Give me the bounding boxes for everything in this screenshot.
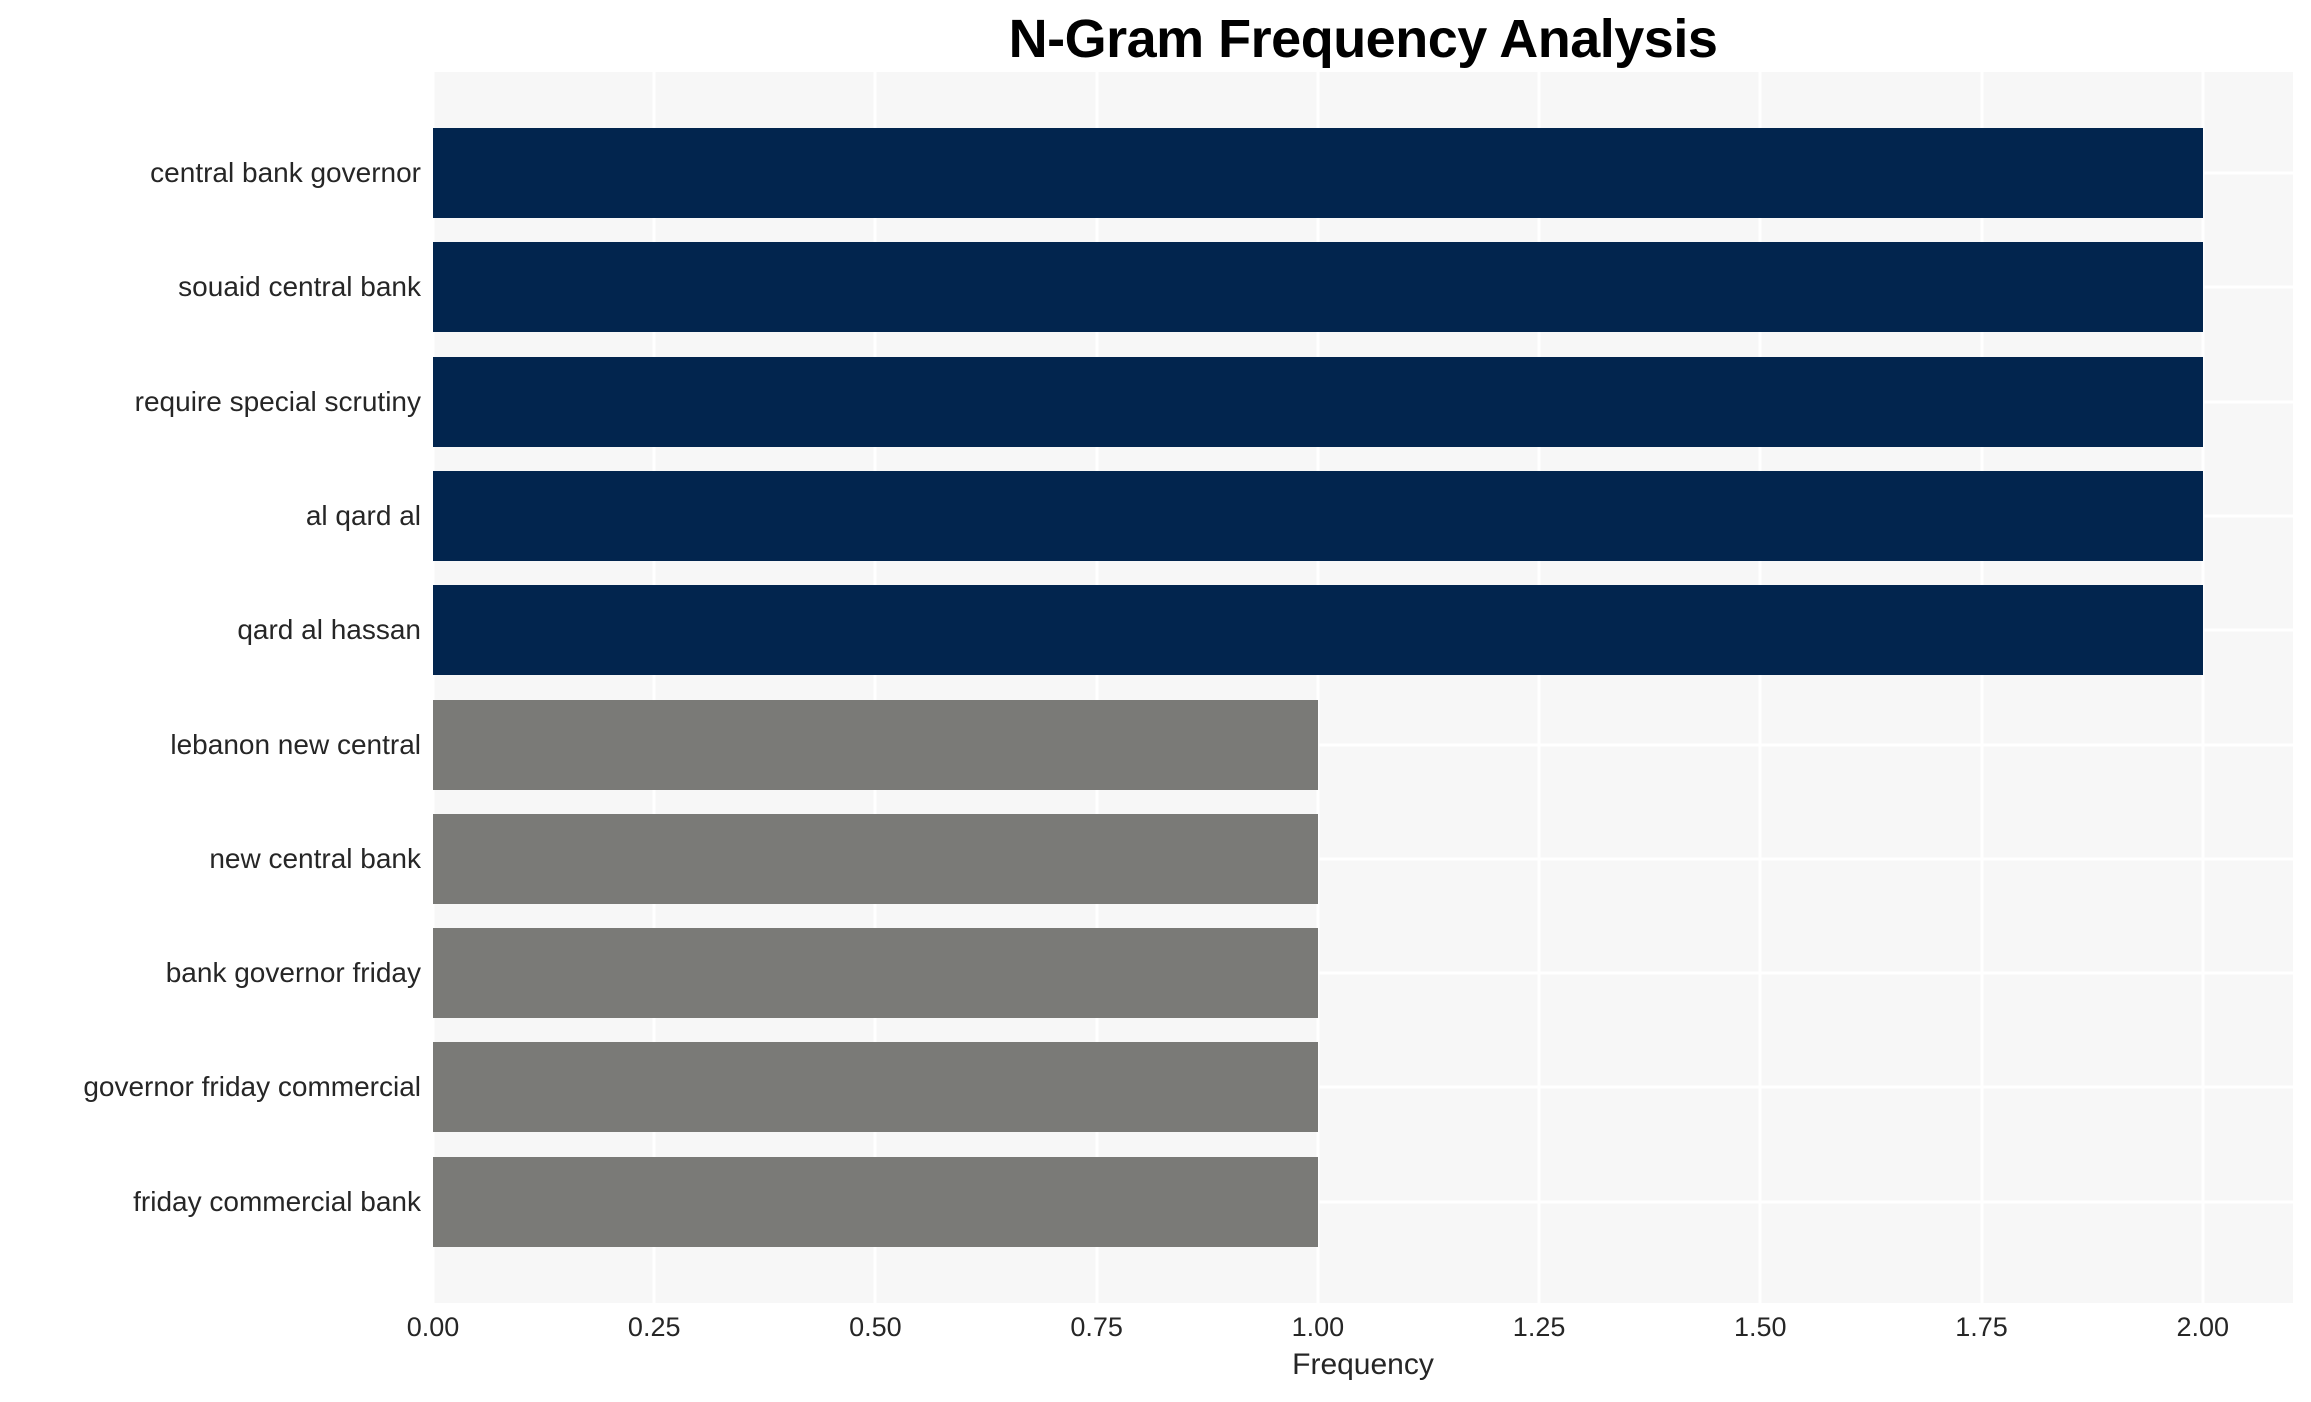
x-axis-label: Frequency xyxy=(1292,1348,1434,1381)
bar xyxy=(433,1156,1318,1247)
y-axis-labels: central bank governor souaid central bank… xyxy=(0,0,421,1402)
x-tick-label: 0.50 xyxy=(849,1312,902,1342)
plot-area xyxy=(431,72,2293,1303)
y-axis-category-label: souaid central bank xyxy=(178,271,421,303)
x-tick-label: 1.50 xyxy=(1734,1312,1787,1342)
bar xyxy=(433,699,1318,790)
y-axis-category-label: lebanon new central xyxy=(170,728,421,760)
vertical-gridline xyxy=(431,72,435,1303)
bar xyxy=(433,470,2203,561)
vertical-gridline xyxy=(2201,72,2205,1303)
y-axis-category-label: qard al hassan xyxy=(237,614,421,646)
y-axis-category-label: new central bank xyxy=(209,842,421,874)
x-tick-label: 0.25 xyxy=(627,1312,681,1342)
y-axis-category-label: bank governor friday xyxy=(165,957,421,989)
y-axis-category-label: friday commercial bank xyxy=(133,1185,421,1217)
x-tick-label: 2.00 xyxy=(2176,1312,2230,1342)
horizontal-gridline xyxy=(433,971,2293,975)
x-tick-label: 1.25 xyxy=(1512,1312,1566,1342)
bar xyxy=(433,242,2203,333)
chart-title: N-Gram Frequency Analysis xyxy=(1008,9,1718,69)
vertical-gridline xyxy=(1095,72,1099,1303)
horizontal-gridline xyxy=(433,1085,2293,1089)
vertical-gridline xyxy=(1316,72,1320,1303)
x-tick-label: 1.00 xyxy=(1291,1312,1345,1342)
y-axis-category-label: governor friday commercial xyxy=(83,1071,421,1103)
bar xyxy=(433,128,2203,218)
bar xyxy=(433,356,2203,447)
vertical-gridline xyxy=(1537,72,1541,1303)
bar xyxy=(433,1042,1318,1133)
y-axis-category-label: central bank governor xyxy=(150,157,421,188)
horizontal-gridline xyxy=(433,743,2293,746)
bar xyxy=(433,928,1318,1019)
x-tick-label: 0.00 xyxy=(406,1312,460,1342)
x-tick-label: 0.75 xyxy=(1070,1312,1123,1342)
y-axis-category-label: al qard al xyxy=(305,499,421,531)
bar xyxy=(433,813,1318,904)
horizontal-gridline xyxy=(433,1200,2293,1204)
y-axis-category-label: require special scrutiny xyxy=(134,385,421,417)
bar xyxy=(433,585,2203,676)
vertical-gridline xyxy=(1758,72,1762,1303)
x-tick-label: 1.75 xyxy=(1955,1312,2008,1342)
vertical-gridline xyxy=(652,72,656,1303)
vertical-gridline xyxy=(873,72,877,1303)
horizontal-gridline xyxy=(433,857,2293,861)
vertical-gridline xyxy=(1980,72,1984,1303)
